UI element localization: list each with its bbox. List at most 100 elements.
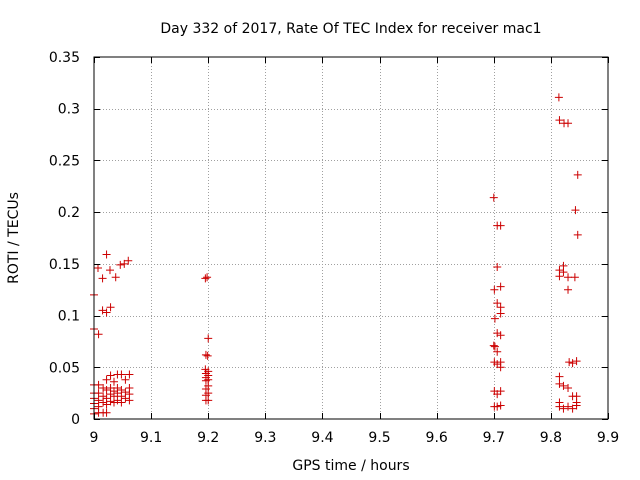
data-point (490, 285, 499, 294)
data-point (121, 375, 130, 384)
data-point (564, 273, 573, 282)
x-tick-label: 9.5 (368, 430, 390, 446)
chart-title: Day 332 of 2017, Rate Of TEC Index for r… (160, 21, 541, 37)
data-point (555, 372, 564, 381)
x-tick-label: 9.9 (597, 430, 619, 446)
data-point (570, 273, 579, 282)
data-point (125, 370, 134, 379)
data-point (555, 379, 564, 388)
x-tick-label: 9.8 (540, 430, 562, 446)
data-point (125, 396, 134, 405)
y-tick-label: 0.1 (58, 309, 80, 325)
data-point (201, 274, 210, 283)
x-axis-label: GPS time / hours (292, 458, 409, 474)
data-point (102, 386, 111, 395)
x-tick-label: 9.7 (483, 430, 505, 446)
data-point (568, 359, 577, 368)
data-point (564, 383, 573, 392)
data-point (109, 377, 118, 386)
data-point (573, 230, 582, 239)
data-point (116, 260, 125, 269)
data-point (106, 303, 115, 312)
data-point (98, 306, 107, 315)
data-point (493, 402, 502, 411)
data-point (94, 389, 103, 398)
data-point (555, 272, 564, 281)
data-point (99, 383, 108, 392)
data-point (493, 299, 502, 308)
data-point (559, 268, 568, 277)
data-point (102, 250, 111, 259)
data-point (113, 396, 122, 405)
data-point (204, 334, 213, 343)
data-point (555, 116, 564, 125)
data-point (204, 389, 213, 398)
axis-ticks: 9 9.1 9.2 9.3 9.4 9.5 9.6 9.7 9.8 9.9 0 0.05 0.1 0.15… (49, 50, 619, 446)
data-point (554, 93, 563, 102)
y-axis-label: ROTI / TECUs (6, 192, 22, 284)
data-point (489, 341, 498, 350)
data-point (496, 282, 505, 291)
x-tick-label: 9 (90, 430, 99, 446)
data-point (493, 329, 502, 338)
data-point (203, 351, 212, 360)
data-point (109, 398, 118, 407)
x-tick-label: 9.3 (254, 430, 276, 446)
data-point (99, 398, 108, 407)
data-point (201, 350, 210, 359)
data-point (559, 404, 568, 413)
data-point (98, 274, 107, 283)
data-point (204, 396, 213, 405)
data-point (555, 402, 564, 411)
y-tick-label: 0.25 (49, 153, 80, 169)
data-point (121, 394, 130, 403)
data-point (564, 285, 573, 294)
data-point (559, 381, 568, 390)
plot-frame (93, 56, 609, 420)
x-tick-label: 9.1 (140, 430, 162, 446)
data-point (572, 401, 581, 410)
x-tick-label: 9.2 (197, 430, 219, 446)
data-point (106, 371, 115, 380)
y-tick-label: 0.3 (58, 102, 80, 118)
data-point (106, 397, 115, 406)
data-point (493, 347, 502, 356)
data-point (496, 387, 505, 396)
data-point (105, 266, 114, 275)
data-point (496, 309, 505, 318)
data-point (117, 398, 126, 407)
data-point (493, 262, 502, 271)
data-point (564, 119, 573, 128)
data-point (565, 358, 574, 367)
y-tick-label: 0.05 (49, 360, 80, 376)
data-point (490, 342, 499, 351)
y-tick-label: 0 (71, 412, 80, 428)
data-point (203, 273, 212, 282)
data-point (496, 363, 505, 372)
data-point (94, 330, 103, 339)
data-point (496, 331, 505, 340)
data-point (496, 401, 505, 410)
data-point (124, 256, 133, 265)
y-tick-label: 0.35 (49, 50, 80, 66)
x-tick-label: 9.6 (426, 430, 448, 446)
data-point (489, 193, 498, 202)
x-tick-label: 9.4 (311, 430, 333, 446)
data-point (102, 308, 111, 317)
y-tick-label: 0.2 (58, 205, 80, 221)
data-point (571, 206, 580, 215)
data-point (102, 375, 111, 384)
data-point (564, 402, 573, 411)
data-point (111, 273, 120, 282)
data-point (117, 370, 126, 379)
data-point (573, 170, 582, 179)
data-point (572, 357, 581, 366)
data-point (490, 314, 499, 323)
data-point (204, 381, 213, 390)
y-tick-label: 0.15 (49, 257, 80, 273)
data-point (496, 221, 505, 230)
data-point (93, 263, 102, 272)
grid-lines (94, 57, 608, 419)
